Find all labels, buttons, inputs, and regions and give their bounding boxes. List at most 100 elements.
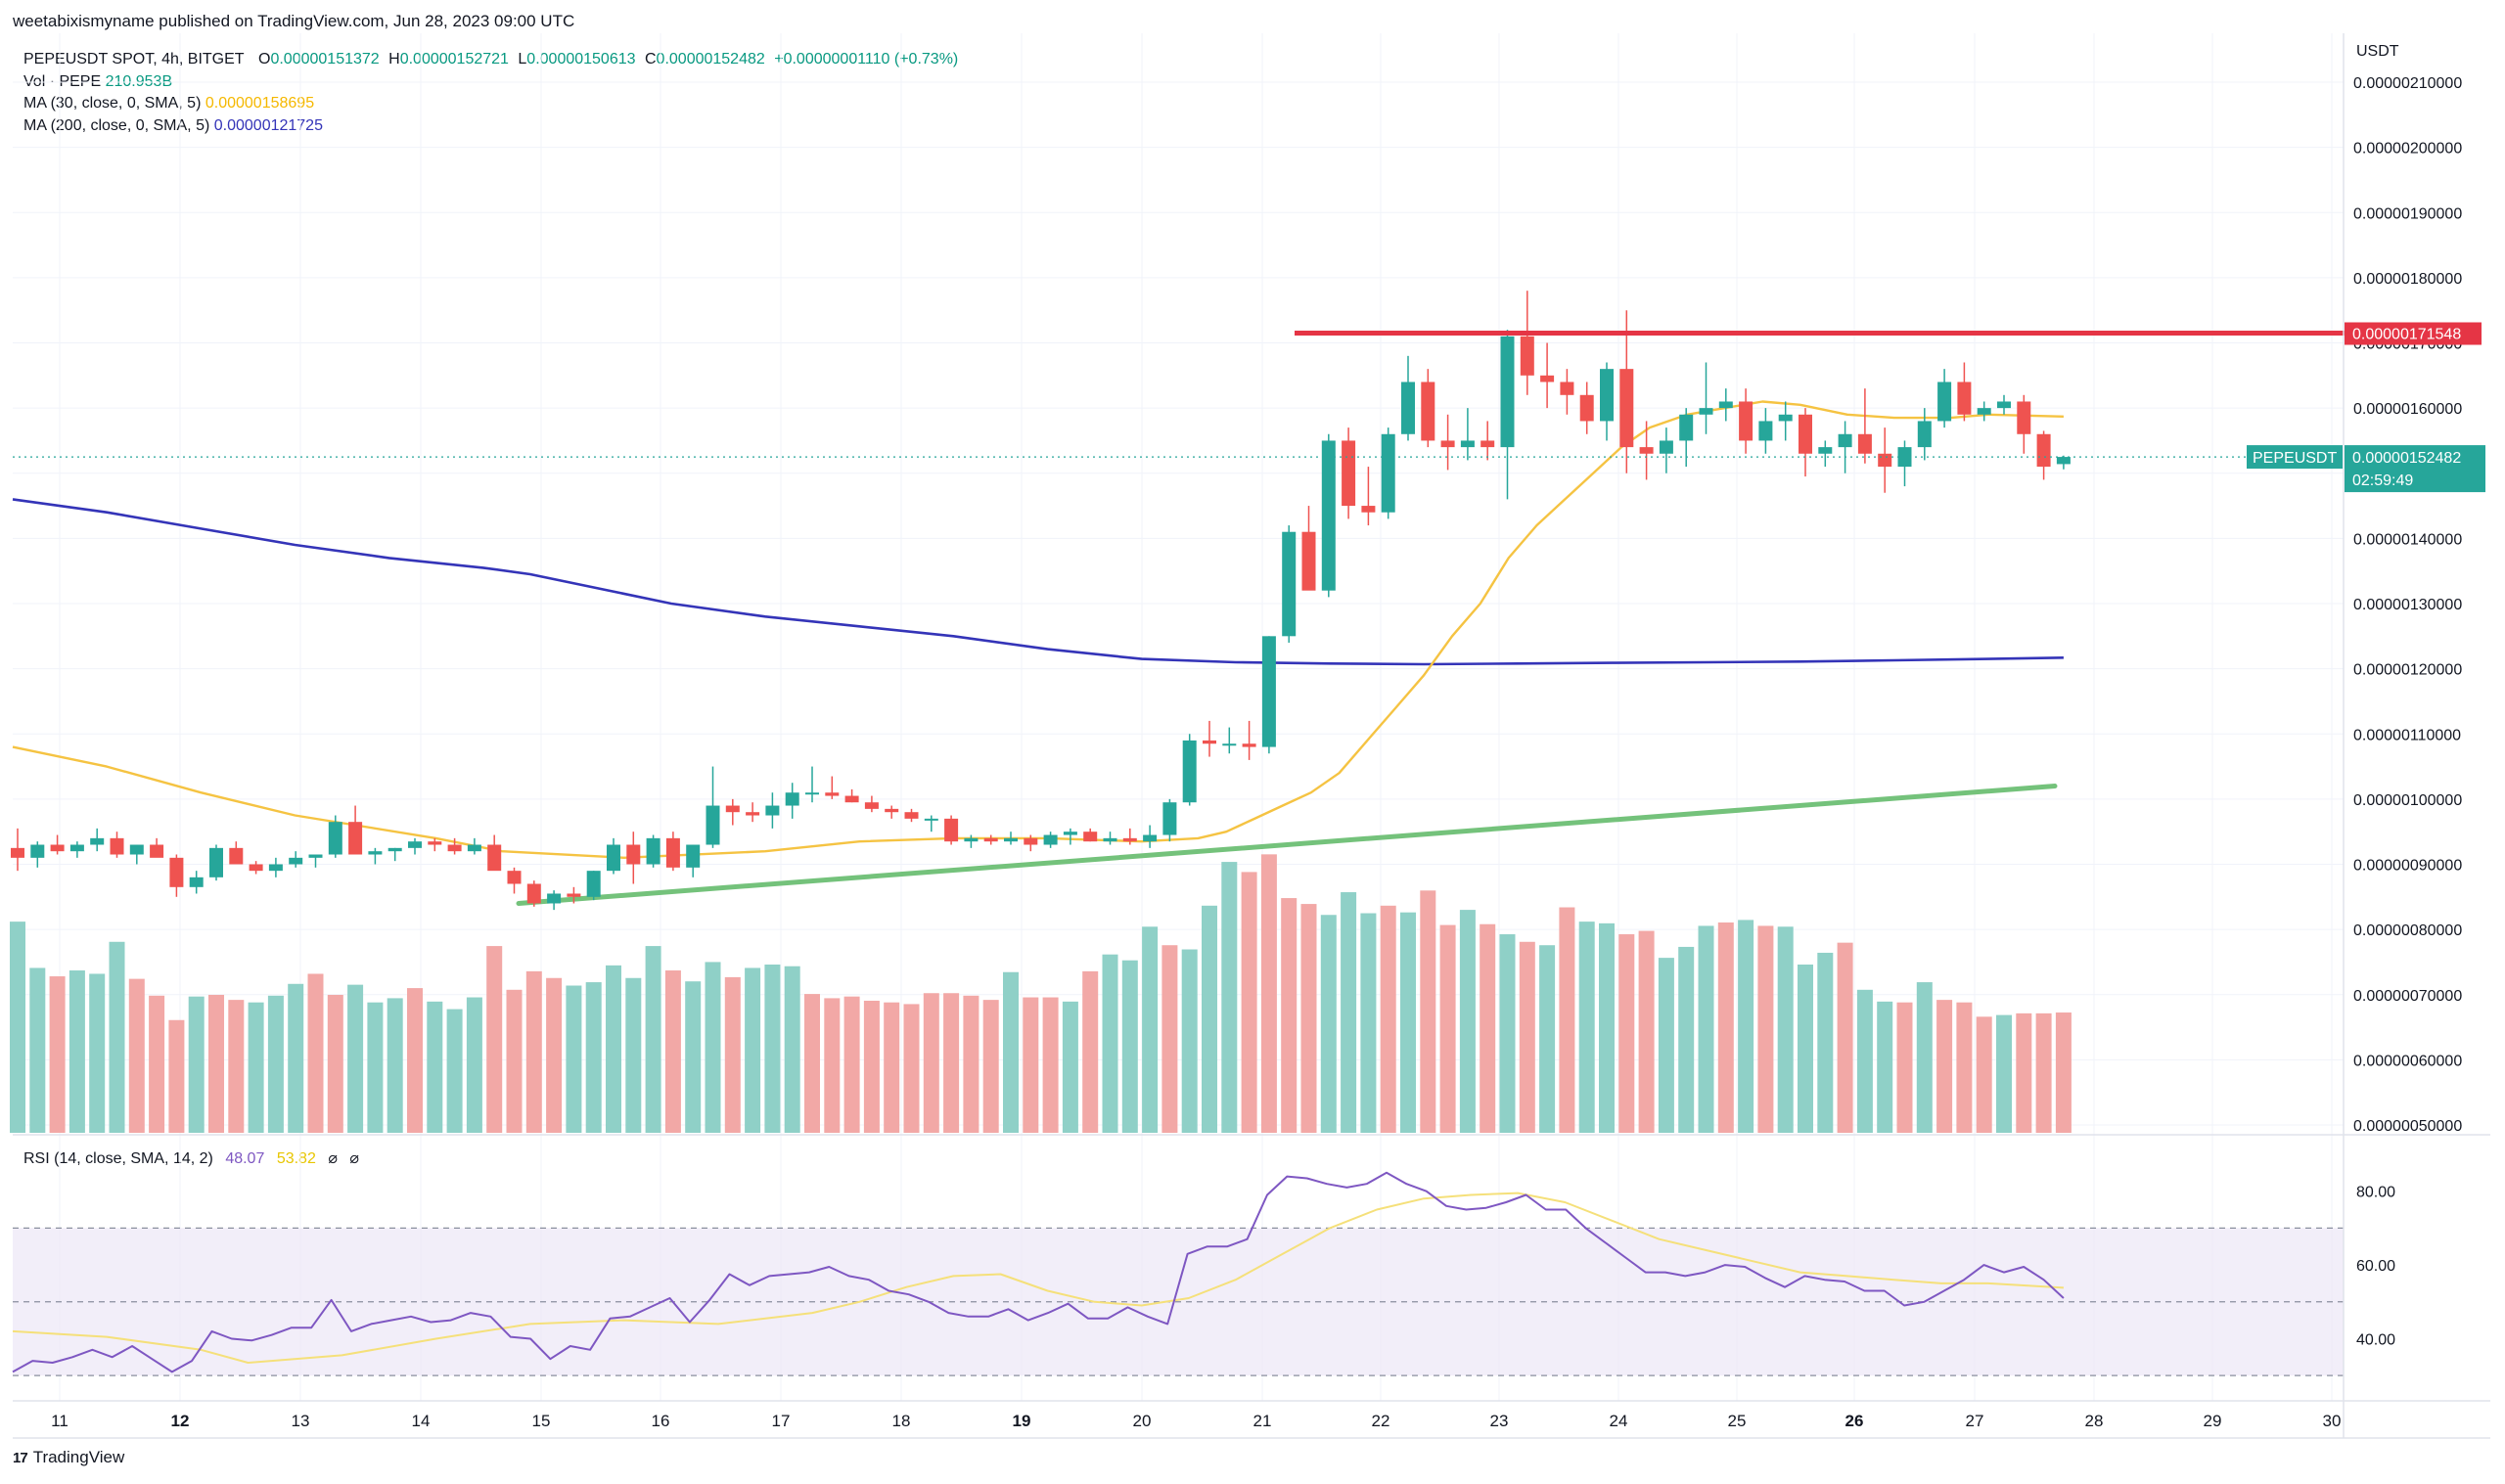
volume-bar (1738, 920, 1754, 1133)
ma30-label: MA (30, close, 0, SMA, 5) (23, 95, 202, 112)
tradingview-brand[interactable]: 17 TradingView (13, 1448, 124, 1467)
countdown-text: 02:59:49 (2352, 472, 2413, 489)
candle-body (1857, 433, 1872, 454)
candle-body (746, 812, 760, 816)
date-tick-label: 23 (1490, 1412, 1509, 1430)
grid-lines (13, 33, 2344, 1401)
date-tick-label: 26 (1845, 1412, 1864, 1430)
volume-bar (1082, 970, 1099, 1133)
volume-bar (1062, 1001, 1078, 1133)
date-tick-label: 18 (892, 1412, 911, 1430)
candle-body (1480, 440, 1495, 448)
resistance-price-text: 0.00000171548 (2352, 327, 2461, 343)
ma30-legend-row[interactable]: MA (30, close, 0, SMA, 5) 0.00000158695 (23, 93, 963, 115)
volume-bar (10, 922, 25, 1133)
volume-bar (327, 994, 343, 1133)
candle-body (964, 837, 979, 842)
volume-bar (466, 997, 482, 1133)
symbol-tag (2247, 445, 2343, 470)
candle-body (526, 883, 541, 904)
candle-body (189, 877, 204, 887)
resistance-price-tag (2345, 322, 2482, 345)
candle-body (268, 864, 283, 872)
volume-bar (1757, 925, 1774, 1133)
candle-body (1143, 834, 1158, 842)
candle-body (487, 844, 502, 872)
candle-body (169, 857, 184, 887)
volume-bar (1817, 952, 1834, 1133)
candle-body (1460, 440, 1475, 448)
candle-body (129, 844, 144, 855)
price-tick-label: 0.00000070000 (2353, 988, 2462, 1005)
ma200-line (12, 498, 2064, 666)
volume-bar (149, 995, 165, 1133)
rsi-label: RSI (14, close, SMA, 14, 2) (23, 1150, 213, 1167)
volume-value: 210.953B (105, 72, 173, 90)
ma200-legend-row[interactable]: MA (200, close, 0, SMA, 5) 0.00000121725 (23, 115, 963, 138)
volume-bar (427, 1001, 443, 1133)
price-tick-label: 0.00000100000 (2353, 792, 2462, 809)
volume-bar (745, 967, 761, 1133)
candlesticks (11, 291, 2071, 911)
volume-bar (307, 973, 324, 1133)
volume-bar (645, 946, 661, 1133)
volume-bar (1539, 945, 1556, 1133)
candle-body (368, 851, 383, 855)
volume-bar (923, 993, 939, 1133)
price-tick-label: 0.00000130000 (2353, 597, 2462, 613)
candle-body (844, 795, 859, 803)
volume-bar (168, 1019, 185, 1133)
ma30-value: 0.00000158695 (205, 95, 315, 112)
ma200-path (12, 498, 2064, 666)
candle-body (706, 805, 720, 845)
ma200-label: MA (200, close, 0, SMA, 5) (23, 116, 210, 134)
support-line (516, 784, 2058, 906)
volume-legend-row[interactable]: Vol · PEPE 210.953B (23, 71, 963, 94)
candle-body (1679, 414, 1694, 441)
candle-body (289, 857, 303, 865)
candle-body (2017, 401, 2031, 434)
volume-bar (89, 973, 106, 1133)
rsi-tick-label: 80.00 (2356, 1185, 2395, 1201)
volume-bar (208, 994, 224, 1133)
support-trendline[interactable] (516, 784, 2058, 906)
candle-body (1659, 440, 1673, 454)
candle-body (1203, 740, 1216, 744)
candle-body (567, 893, 581, 897)
symbol-label[interactable]: PEPEUSDT SPOT, 4h, BITGET (23, 51, 245, 67)
volume-bar (1380, 905, 1396, 1133)
volume-bar (248, 1002, 264, 1133)
rsi-legend[interactable]: RSI (14, close, SMA, 14, 2) 48.07 53.82 … (23, 1148, 367, 1168)
candle-body (1560, 382, 1574, 395)
volume-bar (903, 1004, 920, 1133)
rsi-ma-path (12, 1192, 2064, 1364)
price-tick-label: 0.00000210000 (2353, 75, 2462, 92)
candle-body (308, 854, 323, 858)
volume-bar (506, 989, 523, 1133)
candle-body (1242, 743, 1256, 747)
volume-bar (1480, 923, 1496, 1133)
volume-bar (804, 994, 820, 1133)
rsi-ma-value: 53.82 (276, 1150, 316, 1167)
volume-bar (29, 967, 46, 1133)
candle-body (1619, 369, 1634, 448)
candle-body (864, 802, 879, 809)
date-tick-label: 13 (292, 1412, 310, 1430)
volume-bar (1142, 926, 1159, 1133)
candle-body (686, 844, 701, 868)
candle-body (1758, 421, 1773, 441)
volume-bar (525, 970, 542, 1133)
candle-body (50, 844, 65, 852)
candle-body (328, 822, 342, 855)
candle-body (2056, 457, 2071, 465)
volume-bar (1281, 898, 1298, 1133)
low-value: 0.00000150613 (526, 51, 636, 67)
candle-body (586, 871, 601, 897)
date-tick-label: 20 (1133, 1412, 1152, 1430)
volume-bar (1439, 924, 1456, 1133)
volume-bar (1916, 982, 1933, 1133)
candle-body (1440, 440, 1455, 448)
candle-body (408, 841, 422, 848)
volume-bar (2035, 1012, 2052, 1133)
